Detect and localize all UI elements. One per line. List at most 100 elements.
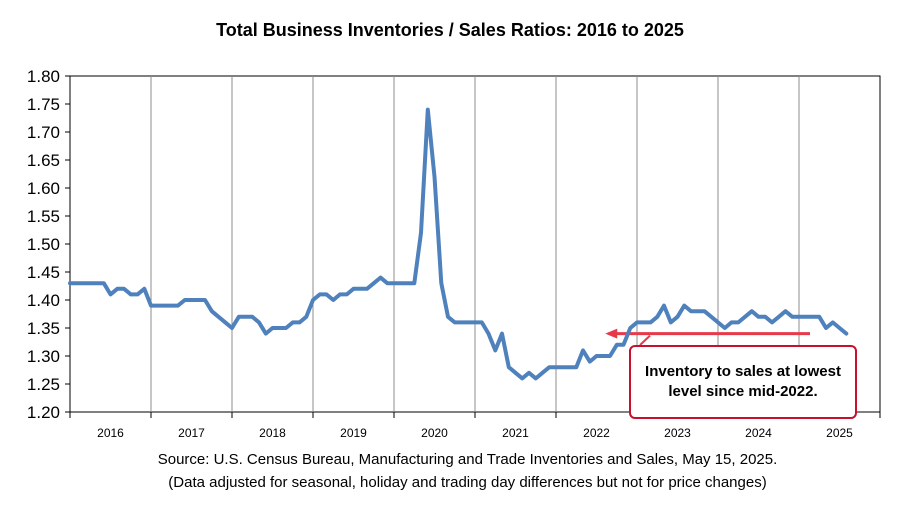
y-tick-label: 1.60 — [27, 179, 60, 198]
data-point — [163, 304, 166, 307]
data-point — [554, 366, 558, 369]
data-point — [453, 321, 456, 324]
data-point — [338, 293, 342, 296]
data-point — [608, 354, 612, 358]
y-tick-label: 1.45 — [27, 263, 60, 282]
data-point — [764, 315, 767, 318]
data-point — [480, 321, 483, 324]
data-point — [588, 360, 591, 363]
data-point — [642, 321, 645, 324]
data-point — [723, 326, 726, 330]
data-point — [149, 304, 153, 307]
data-point — [386, 282, 389, 285]
data-point — [244, 315, 247, 318]
x-tick-label: 2021 — [502, 426, 529, 440]
data-point — [170, 304, 173, 307]
annotation-callout: Inventory to sales at lowest level since… — [629, 345, 857, 419]
reference-arrowhead — [605, 328, 618, 339]
data-point — [784, 310, 787, 313]
data-point — [467, 321, 470, 324]
data-point — [649, 321, 652, 324]
data-point — [743, 315, 747, 318]
y-tick-label: 1.40 — [27, 291, 60, 310]
data-point — [629, 326, 632, 330]
data-point — [615, 343, 618, 346]
data-point — [95, 282, 99, 285]
reference-line-group — [605, 328, 810, 346]
data-point — [635, 321, 639, 324]
data-point — [777, 315, 780, 318]
data-point — [703, 310, 706, 313]
data-point — [757, 315, 760, 318]
data-point — [507, 366, 510, 369]
x-tick-label: 2023 — [664, 426, 691, 440]
data-point — [278, 326, 281, 330]
data-point — [662, 304, 666, 307]
data-point — [541, 371, 544, 374]
data-point — [379, 276, 382, 279]
data-point — [116, 287, 119, 290]
data-point — [656, 315, 659, 318]
data-point — [433, 175, 436, 178]
data-point — [838, 326, 841, 330]
data-point — [224, 321, 227, 324]
data-point — [217, 315, 220, 318]
data-point — [561, 366, 564, 369]
y-tick-label: 1.70 — [27, 123, 60, 142]
y-tick-label: 1.75 — [27, 95, 60, 114]
y-tick-label: 1.30 — [27, 347, 60, 366]
data-point — [264, 332, 267, 335]
x-tick-label: 2019 — [340, 426, 367, 440]
data-point — [156, 304, 159, 307]
data-point — [345, 293, 348, 296]
y-axis: 1.80 1.75 1.70 1.65 1.60 1.55 1.50 1.45 1.40 1.35… — [27, 67, 70, 422]
data-point — [797, 315, 801, 318]
data-point — [831, 321, 834, 324]
data-point — [446, 315, 450, 318]
data-point — [804, 315, 807, 318]
data-point — [399, 282, 402, 285]
x-tick-label: 2025 — [826, 426, 853, 440]
annotation-text: Inventory to sales at lowest level since… — [645, 363, 841, 400]
data-point — [203, 298, 207, 302]
data-point — [413, 282, 416, 285]
data-point — [710, 315, 713, 318]
data-point — [460, 321, 463, 324]
data-point — [521, 377, 524, 380]
data-point — [845, 332, 848, 335]
data-point — [129, 293, 132, 296]
callout-connector — [639, 334, 651, 346]
data-point — [136, 293, 139, 296]
x-tick-label: 2016 — [97, 426, 124, 440]
data-point — [824, 326, 828, 330]
x-tick-label: 2020 — [421, 426, 448, 440]
data-point — [109, 293, 112, 296]
data-point — [737, 321, 740, 324]
data-point — [257, 321, 261, 324]
y-tick-label: 1.55 — [27, 207, 60, 226]
data-point — [595, 354, 598, 358]
data-point — [210, 310, 213, 313]
data-point — [197, 298, 200, 302]
data-point — [683, 304, 686, 307]
data-point — [426, 108, 429, 111]
data-point — [284, 326, 288, 330]
data-point — [494, 349, 497, 352]
data-point — [811, 315, 814, 318]
data-point — [325, 293, 328, 296]
adjustment-note: (Data adjusted for seasonal, holiday and… — [168, 474, 767, 491]
data-point — [669, 321, 672, 324]
data-point — [622, 343, 625, 346]
series-group — [68, 107, 849, 381]
data-point — [750, 310, 753, 313]
data-point — [730, 321, 733, 324]
data-point — [548, 366, 551, 369]
series-line — [68, 107, 849, 381]
data-point — [122, 287, 126, 290]
data-point — [440, 282, 443, 285]
data-point — [500, 332, 504, 335]
data-point — [82, 282, 85, 285]
data-point — [568, 366, 571, 369]
data-point — [176, 304, 180, 307]
data-point — [183, 298, 186, 302]
